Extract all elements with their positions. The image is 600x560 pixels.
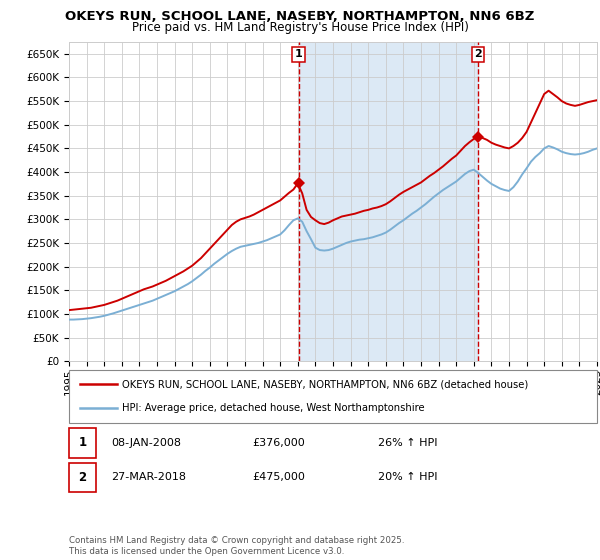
Text: 2: 2 — [79, 470, 86, 484]
Text: 20% ↑ HPI: 20% ↑ HPI — [378, 472, 437, 482]
Text: 27-MAR-2018: 27-MAR-2018 — [111, 472, 186, 482]
FancyBboxPatch shape — [69, 370, 597, 423]
Text: OKEYS RUN, SCHOOL LANE, NASEBY, NORTHAMPTON, NN6 6BZ: OKEYS RUN, SCHOOL LANE, NASEBY, NORTHAMP… — [65, 10, 535, 23]
Text: £376,000: £376,000 — [252, 438, 305, 448]
Bar — [299, 42, 478, 361]
Text: £475,000: £475,000 — [252, 472, 305, 482]
Text: OKEYS RUN, SCHOOL LANE, NASEBY, NORTHAMPTON, NN6 6BZ (detached house): OKEYS RUN, SCHOOL LANE, NASEBY, NORTHAMP… — [122, 380, 528, 390]
Text: Price paid vs. HM Land Registry's House Price Index (HPI): Price paid vs. HM Land Registry's House … — [131, 21, 469, 34]
Text: HPI: Average price, detached house, West Northamptonshire: HPI: Average price, detached house, West… — [122, 403, 424, 413]
Text: Contains HM Land Registry data © Crown copyright and database right 2025.
This d: Contains HM Land Registry data © Crown c… — [69, 536, 404, 556]
Text: 26% ↑ HPI: 26% ↑ HPI — [378, 438, 437, 448]
Text: 1: 1 — [295, 49, 302, 59]
Text: 2: 2 — [474, 49, 482, 59]
Text: 08-JAN-2008: 08-JAN-2008 — [111, 438, 181, 448]
Text: 1: 1 — [79, 436, 86, 450]
